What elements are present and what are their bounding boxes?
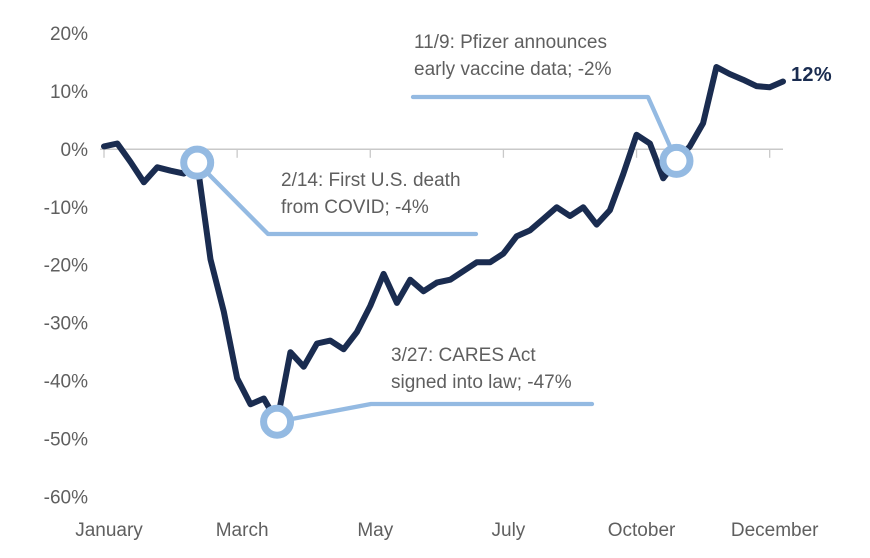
- event-marker-cares-act: [260, 404, 295, 439]
- annotation-text-line: signed into law; -47%: [391, 371, 572, 393]
- annotation-text-line: early vaccine data; -2%: [414, 58, 612, 80]
- y-axis-label: -10%: [44, 198, 88, 219]
- annotation-cares-act: 3/27: CARES Act signed into law; -47%: [391, 343, 572, 396]
- y-axis-label: -50%: [44, 430, 88, 451]
- annotation-text-line: 3/27: CARES Act: [391, 345, 536, 366]
- x-axis-label: October: [608, 520, 676, 541]
- annotation-text-line: 2/14: First U.S. death: [281, 170, 461, 191]
- annotation-text-line: from COVID; -4%: [281, 196, 429, 218]
- annotation-text-line: 11/9: Pfizer announces: [414, 32, 607, 53]
- y-axis-label: 0%: [61, 140, 89, 161]
- y-axis-label: -20%: [44, 256, 88, 277]
- y-axis-label: -60%: [44, 488, 88, 509]
- annotation-pfizer-vaccine-data: 11/9: Pfizer announces early vaccine dat…: [414, 30, 612, 83]
- y-axis-label: -30%: [44, 314, 88, 335]
- x-axis-label: May: [357, 520, 393, 541]
- x-axis-label: December: [731, 520, 819, 541]
- event-marker-first-us-covid-death: [180, 145, 215, 180]
- x-axis-label: January: [75, 520, 143, 541]
- y-axis-label: 10%: [50, 82, 88, 103]
- x-axis-label: March: [216, 520, 269, 541]
- y-axis-label: 20%: [50, 24, 88, 45]
- series-end-value-label: 12%: [791, 64, 832, 86]
- y-axis-label: -40%: [44, 372, 88, 393]
- annotation-first-us-covid-death: 2/14: First U.S. death from COVID; -4%: [281, 168, 461, 221]
- callout-leader-first-us-covid-death: [195, 160, 479, 237]
- x-axis-label: July: [492, 520, 526, 541]
- callout-leader-pfizer-vaccine-data: [410, 94, 679, 164]
- callout-leader-cares-act: [274, 401, 595, 424]
- event-marker-pfizer-vaccine-data: [659, 143, 694, 178]
